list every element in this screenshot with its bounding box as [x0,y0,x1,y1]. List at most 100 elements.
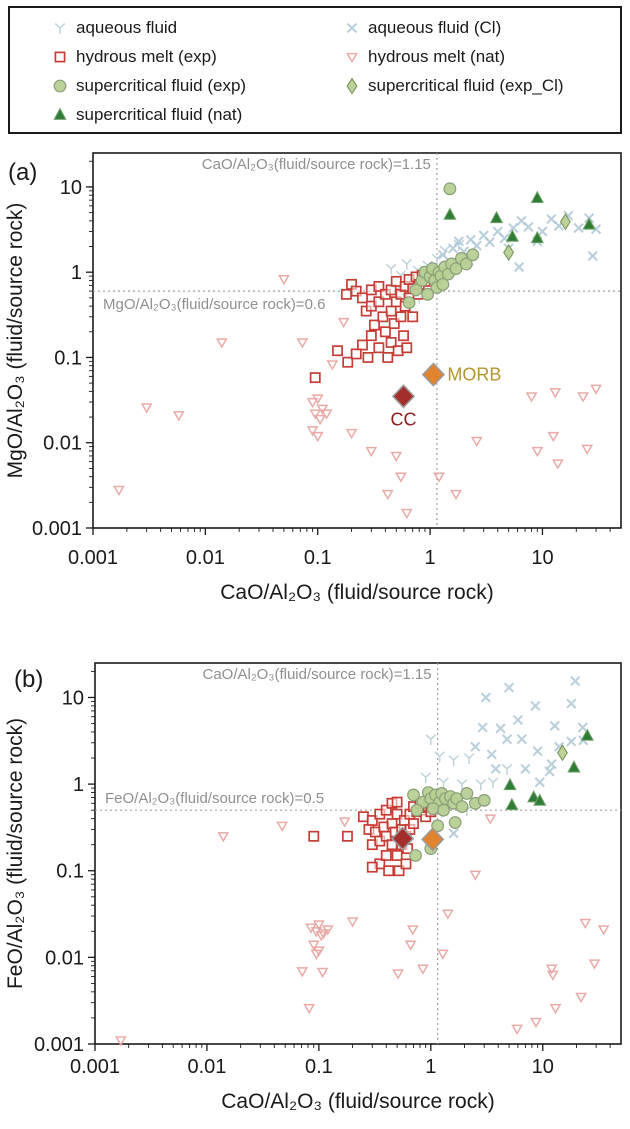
morb-diamond [421,827,445,852]
aqueous-fluid-point [420,772,432,784]
aqueous-fluid-cl-point [490,763,501,774]
panel-b-chart: 0.001 0.01 0.1 1 10 0.001 0.01 0.1 1 10 CaO/Al₂O₃(… [4,662,622,1113]
legend-label: supercritical fluid (exp_Cl) [368,75,564,95]
hydrous-melt-nat-point [392,969,404,980]
hydrous-melt-nat-point [311,394,324,405]
hydrous-melt-exp-point [362,352,374,363]
supercritical-fluid-exp-point [466,248,480,262]
aqueous-fluid-point [501,763,513,775]
hydrous-melt-exp-point [342,356,354,368]
legend-column-1: aqueous fluid hydrous melt (exp) supercr… [10,8,338,132]
aqueous-fluid-cl-point [566,698,577,709]
plot-border [94,662,622,1045]
hydrous-melt-nat-point [577,392,590,403]
supercritical-fluid-nat-point [505,229,520,242]
supercritical-fluid-exp-point [421,287,434,301]
hydrous-melt-exp-marker-icon [54,51,66,62]
supercritical-fluid-exp-point [477,793,491,807]
supercritical-fluid-nat-point [582,217,596,230]
hydrous-melt-nat-point [545,964,558,975]
aqueous-fluid-marker-icon [54,22,66,34]
hydrous-melt-nat-point [311,431,324,443]
legend-item-supercritical-fluid-nat: supercritical fluid (nat) [46,100,338,129]
supercritical-fluid-nat-point [53,107,67,120]
hydrous-melt-exp-point [382,352,394,363]
hydrous-melt-exp-point [332,345,343,357]
supercritical-fluid-exp-point [448,816,462,829]
panel-label: (a) [8,159,37,186]
aqueous-fluid-cl-point [544,766,555,777]
legend-item-hydrous-melt-nat: hydrous melt (nat) [338,42,602,71]
supercritical-fluid-nat-point [530,230,544,244]
hydrous-melt-exp-point [390,275,402,287]
series-tup [503,728,594,811]
hydrous-melt-exp-point [380,850,392,861]
x-tick-label: 10 [531,547,553,569]
aqueous-fluid-cl-point [484,237,495,248]
aqueous-fluid-cl-point [346,22,358,33]
aqueous-fluid-cl-point [587,250,598,262]
series-dia [503,213,571,262]
series-tdown [114,814,610,1047]
hydrous-melt-nat-point [400,508,413,520]
legend-label: hydrous melt (nat) [368,46,505,66]
aqueous-fluid-point [385,263,397,275]
hydrous-melt-nat-point [441,909,454,920]
hydrous-melt-nat-point [436,949,449,960]
hydrous-melt-nat-point [303,1003,316,1015]
aqueous-fluid-cl-point [512,714,524,726]
hydrous-melt-nat-point [215,338,228,349]
supercritical-fluid-exp-cl-point [559,213,571,231]
morb-label: MORB [447,365,501,385]
hydrous-melt-nat-point [346,917,359,928]
hydrous-melt-nat-point [365,446,378,458]
aqueous-fluid-cl-point [577,722,588,733]
aqueous-fluid-cl-point [530,700,541,712]
supercritical-fluid-exp-point [426,802,440,816]
aqueous-fluid-cl-point [566,736,577,747]
hydrous-melt-nat-point [114,1036,127,1047]
aqueous-fluid-cl-point [513,261,525,273]
hydrous-melt-exp-point [388,318,400,329]
hydrous-melt-nat-point [296,338,309,349]
aqueous-fluid-cl-point [546,758,557,770]
series-x [448,675,589,839]
supercritical-fluid-exp-point [455,800,469,813]
hydrous-melt-nat-point [338,817,351,828]
legend-item-aqueous-fluid: aqueous fluid [46,13,338,42]
hydrous-melt-nat-point [312,920,325,931]
hydrous-melt-exp-point [369,319,380,331]
aqueous-fluid-cl-point [520,763,531,774]
hydrous-melt-nat-point [404,940,417,951]
hydrous-melt-nat-point [276,821,289,832]
hydrous-melt-exp-point [391,796,403,808]
hydrous-melt-exp-point [385,337,397,348]
axis-ticks [88,670,611,1051]
y-axis-title: FeO/Al₂O₃ (fluid/source rock) [4,718,27,989]
aqueous-fluid-point [475,779,487,791]
hydrous-melt-exp-point [350,348,362,360]
hydrous-melt-nat-point [588,959,601,970]
aqueous-fluid-cl-point [570,675,581,687]
supercritical-fluid-nat-point [489,210,504,224]
hydrous-melt-nat-point [306,397,319,409]
y-tick-label: 1 [73,774,84,796]
supercritical-fluid-nat-point [527,790,541,803]
hydrous-melt-nat-point [217,832,230,843]
supercritical-fluid-exp-cl-point [556,744,568,762]
x-tick-label: 10 [532,1056,554,1078]
hline-annotation: MgO/Al₂O₃(fluid/source rock)=0.6 [103,296,325,313]
hydrous-melt-exp-point [366,815,378,826]
y-tick-label: 0.1 [56,861,84,883]
aqueous-fluid-cl-point [480,692,491,703]
x-tick-label: 1 [425,1056,436,1078]
series-tdown [112,274,602,520]
hydrous-melt-exp-point [401,342,413,354]
x-tick-label: 0.001 [70,1056,120,1078]
aqueous-fluid-point [438,777,449,789]
aqueous-fluid-cl-point [477,722,488,733]
cc-diamond [391,384,416,409]
hydrous-melt-nat-point [345,428,358,440]
supercritical-fluid-exp-point [443,182,457,196]
y-tick-label: 0.001 [32,518,82,540]
